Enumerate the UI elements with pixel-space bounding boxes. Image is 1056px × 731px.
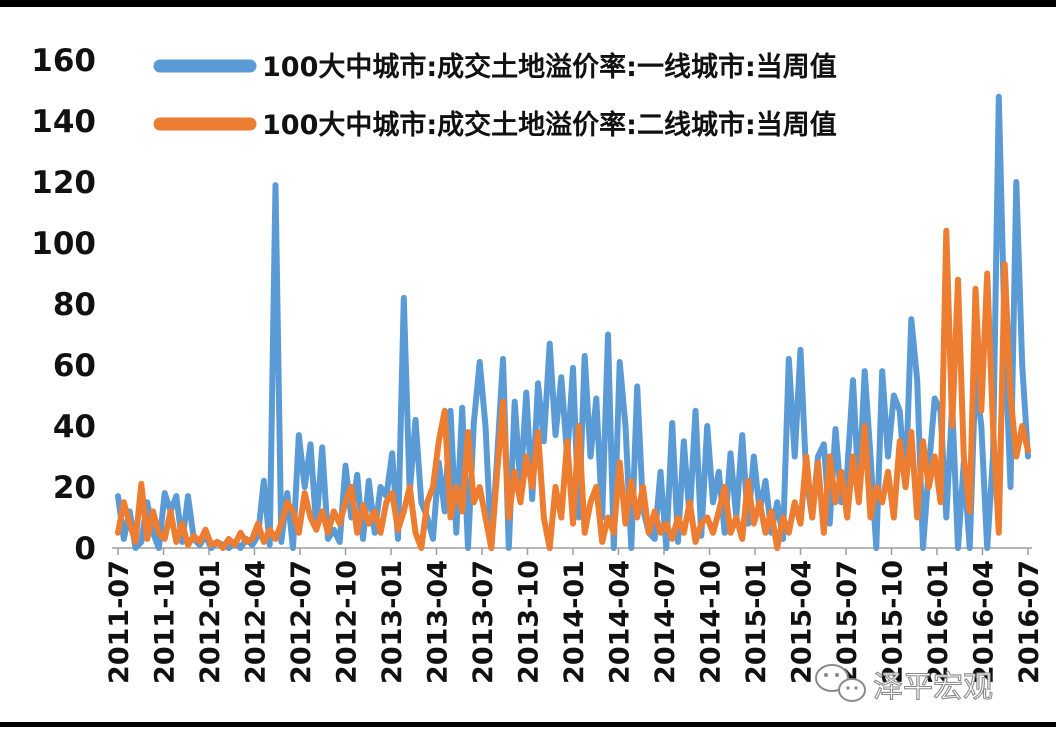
x-tick-label: 2014-10	[696, 560, 727, 684]
y-tick-label: 40	[53, 409, 96, 445]
y-tick-label: 60	[53, 348, 96, 384]
watermark-text: 泽平宏观	[873, 670, 993, 705]
y-tick-label: 80	[53, 287, 96, 323]
x-tick-label: 2015-07	[832, 560, 863, 684]
y-tick-label: 120	[31, 165, 96, 201]
x-tick-label: 2013-01	[377, 560, 408, 684]
x-tick-label: 2014-01	[559, 560, 590, 684]
x-tick-label: 2016-01	[923, 560, 954, 684]
x-tick-label: 2013-10	[514, 560, 545, 684]
series-layer	[115, 93, 1031, 551]
x-tick-label: 2013-07	[468, 560, 499, 684]
x-axis-ticks: 2011-07 2011-10 2012-01 2012-04 2012-07 2012-…	[104, 548, 1045, 684]
x-tick-label: 2014-07	[650, 560, 681, 684]
bottom-border	[0, 722, 1056, 727]
y-tick-label: 160	[31, 43, 96, 79]
legend: 100大中城市:成交土地溢价率:一线城市:当周值 100大中城市:成交土地溢价率:…	[153, 51, 837, 141]
x-tick-label: 2016-07	[1014, 560, 1045, 684]
wechat-icon	[815, 664, 866, 702]
x-tick-label: 2012-10	[332, 560, 363, 684]
x-tick-label: 2015-01	[741, 560, 772, 684]
y-tick-label: 140	[31, 104, 96, 140]
y-tick-label: 20	[53, 470, 96, 506]
series-line-1	[115, 93, 1031, 551]
legend-label: 100大中城市:成交土地溢价率:一线城市:当周值	[262, 51, 837, 83]
x-tick-label: 2015-04	[787, 560, 818, 684]
x-tick-label: 2016-04	[969, 560, 1000, 684]
x-tick-label: 2015-10	[878, 560, 909, 684]
x-tick-label: 2014-04	[605, 560, 636, 684]
y-axis-ticks: 0 20 40 60 80 100 120 140 160	[31, 43, 96, 567]
y-tick-label: 100	[31, 226, 96, 262]
x-tick-label: 2011-10	[150, 560, 181, 684]
watermark: 泽平宏观	[815, 664, 994, 706]
x-tick-label: 2012-01	[195, 560, 226, 684]
y-tick-label: 0	[74, 531, 96, 567]
legend-label: 100大中城市:成交土地溢价率:二线城市:当周值	[262, 109, 837, 141]
x-tick-label: 2013-04	[423, 560, 454, 684]
legend-item-2: 100大中城市:成交土地溢价率:二线城市:当周值	[153, 109, 837, 141]
series-line-2	[115, 227, 1031, 551]
top-border	[0, 0, 1056, 7]
x-tick-label: 2012-04	[241, 560, 272, 684]
x-tick-label: 2011-07	[104, 560, 135, 684]
legend-item-1: 100大中城市:成交土地溢价率:一线城市:当周值	[153, 51, 837, 83]
x-tick-label: 2012-07	[286, 560, 317, 684]
